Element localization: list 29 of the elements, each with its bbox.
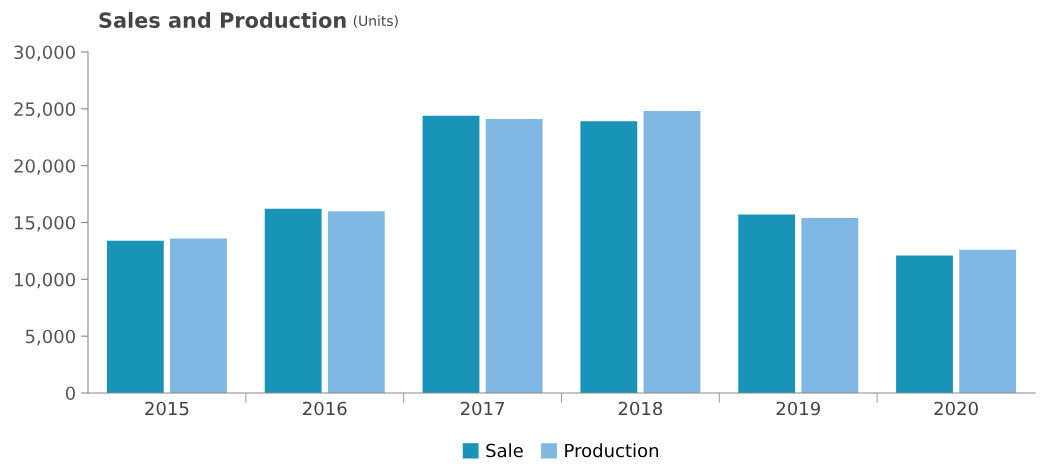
- bar: [485, 119, 543, 393]
- y-tick-label: 25,000: [14, 102, 75, 118]
- x-tick-label: 2020: [934, 401, 978, 416]
- y-tick-label: 5,000: [25, 329, 75, 346]
- legend-label: Sale: [486, 443, 523, 458]
- bar: [264, 208, 322, 393]
- x-tick-label: 2017: [460, 401, 505, 416]
- bar: [170, 238, 227, 393]
- y-tick-label: 20,000: [14, 159, 75, 175]
- y-tick-label: 15,000: [15, 215, 75, 232]
- x-tick-label: 2019: [776, 401, 820, 416]
- y-tick-label: 10,000: [15, 272, 75, 289]
- x-tick-label: 2016: [303, 401, 347, 416]
- chart-title: Sales and Production: [99, 11, 346, 29]
- x-tick-label: 2018: [618, 401, 663, 416]
- bar: [327, 211, 385, 393]
- bar: [896, 255, 953, 393]
- bar: [738, 214, 796, 393]
- x-tick-label: 2015: [145, 401, 189, 416]
- bar: [106, 240, 164, 393]
- bar: [643, 111, 701, 393]
- bar: [959, 249, 1017, 393]
- chart-subtitle: (Units): [353, 15, 398, 28]
- y-tick-label: 0: [65, 386, 75, 401]
- y-tick-label: 30,000: [14, 45, 75, 61]
- bar: [422, 115, 480, 393]
- bar: [580, 121, 638, 393]
- legend-label: Production: [565, 443, 659, 458]
- bar: [801, 217, 859, 393]
